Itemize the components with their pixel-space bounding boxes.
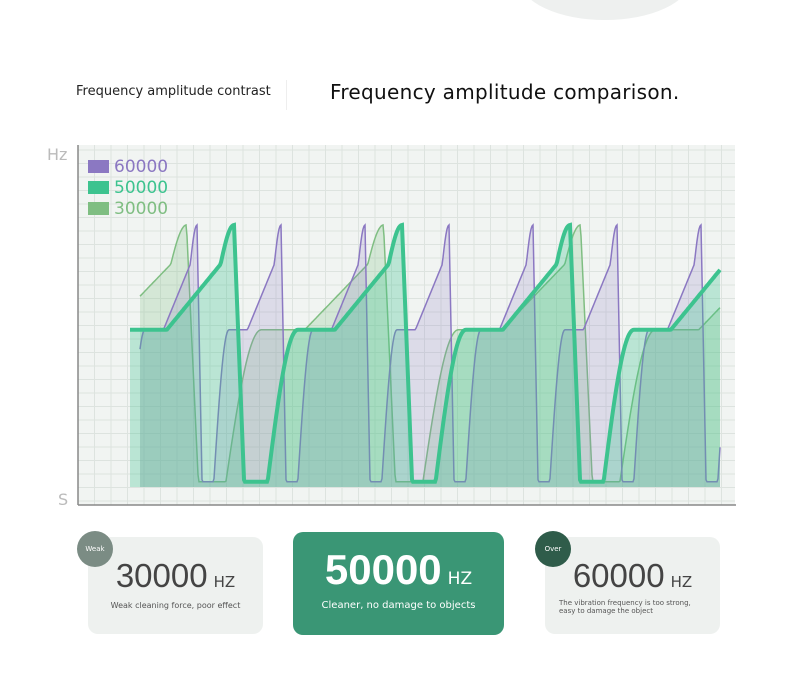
badge-weak: Weak [77, 531, 113, 567]
card-description: Cleaner, no damage to objects [321, 600, 476, 611]
card-30000: 30000 HZ Weak cleaning force, poor effect [88, 537, 263, 634]
card-unit: HZ [670, 573, 693, 591]
legend-swatch [88, 202, 109, 215]
axis-label-hz: Hz [47, 145, 68, 164]
card-50000: 50000 HZ Cleaner, no damage to objects [293, 532, 504, 635]
axis-label-s: S [58, 490, 69, 509]
legend-swatch [88, 181, 109, 194]
waveform-chart [77, 145, 736, 506]
grid [77, 145, 735, 505]
legend-label: 30000 [114, 198, 169, 219]
subtitle: Frequency amplitude contrast [76, 84, 271, 99]
legend-item-60000: 60000 [88, 156, 168, 177]
card-value: 60000 [572, 557, 665, 594]
card-unit: HZ [447, 569, 473, 589]
card-60000: 60000 HZ The vibration frequency is too s… [545, 537, 720, 634]
page-title: Frequency amplitude comparison. [330, 80, 680, 104]
card-value: 50000 [324, 546, 442, 593]
wave-60000-fill [140, 225, 720, 487]
legend-label: 50000 [114, 177, 169, 198]
legend-label: 60000 [114, 156, 169, 177]
wave-50000 [130, 222, 722, 484]
legend: 60000 50000 30000 [88, 156, 168, 219]
legend-item-30000: 30000 [88, 198, 168, 219]
legend-item-50000: 50000 [88, 177, 168, 198]
badge-over: Over [535, 531, 571, 567]
card-description: Weak cleaning force, poor effect [110, 601, 241, 610]
card-unit: HZ [213, 573, 236, 591]
waveforms [130, 222, 722, 487]
wave-30000 [139, 223, 721, 483]
card-description: The vibration frequency is too strong, e… [559, 599, 691, 615]
legend-swatch [88, 160, 109, 173]
card-value: 30000 [115, 557, 208, 594]
divider [286, 80, 287, 110]
